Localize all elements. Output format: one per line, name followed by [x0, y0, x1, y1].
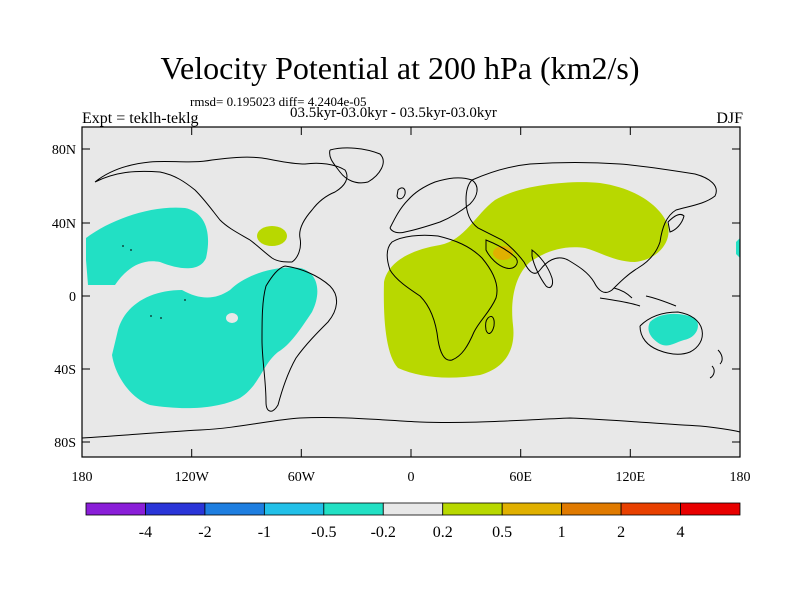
lat-tick-label: 80S [54, 436, 76, 451]
coast-pacific-islands [122, 245, 186, 319]
region-gulf [257, 226, 287, 246]
colorbar-label: -2 [198, 524, 211, 541]
stats-label: rmsd= 0.195023 diff= 4.2404e-05 [190, 94, 367, 109]
colorbar-swatch [145, 502, 206, 516]
colorbar-swatch [561, 502, 622, 516]
lat-tick-label: 80N [52, 143, 76, 158]
colorbar-swatch [85, 502, 146, 516]
colorbar-label: 1 [558, 524, 566, 541]
colorbar-label: 0.5 [492, 524, 512, 541]
lon-tick-label: 120E [616, 470, 646, 485]
lon-tick-label: 60E [509, 470, 532, 485]
region-africa-eurasia [383, 182, 669, 378]
lon-tick-label: 60W [288, 470, 316, 485]
colorbar-label: 0.2 [433, 524, 453, 541]
coast-asia [465, 162, 717, 293]
coast-europe [389, 177, 478, 234]
region-gap [226, 313, 238, 323]
colorbar-swatch [263, 502, 325, 516]
lon-tick-label: 180 [72, 470, 93, 485]
coast-australia [639, 311, 703, 355]
colorbar-swatch [382, 502, 444, 516]
coast-british-isles [396, 187, 406, 200]
coast-north-america [94, 156, 348, 263]
coast-greenland [329, 147, 384, 184]
region-south-pacific [112, 267, 318, 409]
colorbar-swatch [680, 502, 741, 516]
region-north-pacific [86, 207, 209, 285]
coast-arabia [485, 239, 518, 269]
colorbar-swatch [620, 502, 681, 516]
colorbar-label: 4 [677, 524, 685, 541]
region-australia [648, 313, 698, 346]
coast-madagascar [485, 315, 495, 334]
colorbar-swatch [442, 502, 503, 516]
coast-antarctica [81, 416, 741, 439]
region-arabia-peak [493, 246, 513, 260]
colorbar-label: 2 [617, 524, 625, 541]
colorbar-label: -4 [139, 524, 152, 541]
coast-india [531, 248, 553, 289]
coast-japan [667, 213, 685, 233]
coast-south-america [261, 265, 337, 412]
lat-tick-label: 40S [54, 363, 76, 378]
lat-tick-label: 0 [69, 290, 76, 305]
colorbar-label: -0.5 [311, 524, 336, 541]
coast-indonesia [599, 287, 677, 307]
colorbar-swatch [204, 502, 265, 516]
lon-tick-label: 180 [730, 470, 751, 485]
season-label: DJF [716, 110, 743, 127]
colorbar-swatch [323, 502, 384, 516]
colorbar-label: -1 [258, 524, 271, 541]
experiment-label: Expt = teklh-teklg [82, 110, 199, 127]
lon-tick-label: 0 [408, 470, 415, 485]
coast-africa [386, 234, 498, 361]
lat-tick-label: 40N [52, 217, 76, 232]
region-east-edge [736, 238, 740, 258]
lon-axis: 180 120W 60W 0 60E 120E 180 [72, 127, 751, 485]
chart-title: Velocity Potential at 200 hPa (km2/s) [160, 50, 640, 86]
lon-tick-label: 120W [175, 470, 210, 485]
colorbar-label: -0.2 [371, 524, 396, 541]
coastlines [81, 147, 741, 439]
shaded-regions [86, 182, 740, 409]
coast-new-zealand [709, 349, 723, 379]
lat-axis: 80N 40N 0 40S 80S [52, 143, 740, 451]
period-subtitle: 03.5kyr-03.0kyr - 03.5kyr-03.0kyr [290, 105, 497, 121]
colorbar-swatch [501, 502, 563, 516]
colorbar: -4 -2 -1 -0.5 -0.2 0.2 0.5 1 2 4 [85, 502, 741, 541]
